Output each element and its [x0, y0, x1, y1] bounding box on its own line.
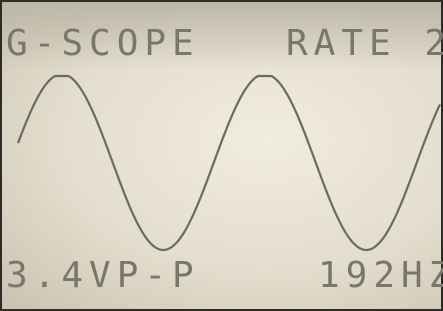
amplitude-readout: 3.4VP-P	[6, 258, 200, 294]
mode-label: G-SCOPE	[6, 26, 200, 62]
waveform	[18, 76, 440, 250]
scope-screen: G-SCOPE RATE 2 3.4VP-P 192HZ	[0, 0, 443, 311]
frequency-readout: 192HZ	[318, 258, 443, 294]
rate-label: RATE 2	[286, 26, 443, 62]
page: G-SCOPE RATE 2 3.4VP-P 192HZ {"header": …	[0, 0, 443, 311]
